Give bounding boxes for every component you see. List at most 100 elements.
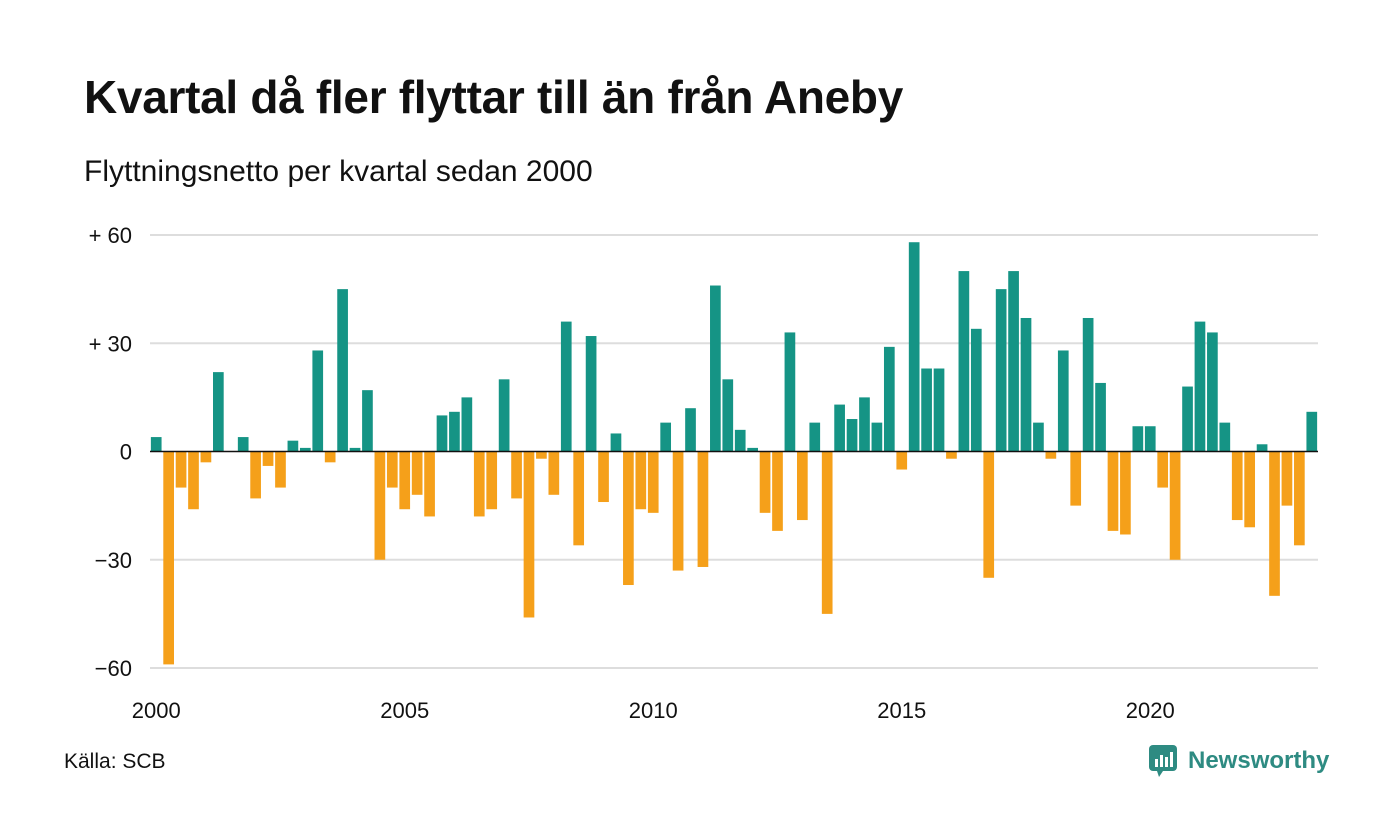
grid-lines: [150, 234, 1318, 669]
bar: [697, 451, 709, 567]
bar: [635, 451, 647, 510]
bar: [200, 451, 212, 463]
bar: [1095, 382, 1106, 452]
bar: [772, 451, 783, 531]
bar: [1194, 321, 1206, 452]
bar: [1144, 426, 1156, 452]
bar: [250, 451, 261, 499]
bar: [411, 451, 423, 495]
bar: [523, 451, 535, 618]
bar: [747, 447, 758, 452]
bar: [511, 451, 522, 499]
bar: [585, 336, 597, 452]
bar: [287, 440, 299, 452]
bar: [1107, 451, 1119, 531]
bar: [312, 350, 324, 452]
bar: [486, 451, 498, 510]
bar: [560, 321, 572, 452]
bar: [797, 451, 808, 521]
bar: [896, 451, 908, 470]
bar: [262, 451, 274, 466]
bar: [473, 451, 485, 517]
newsworthy-logo-icon: [1149, 745, 1177, 777]
bar: [871, 422, 883, 452]
bar: [374, 451, 386, 560]
bar: [958, 271, 970, 452]
bar: [175, 451, 187, 488]
x-tick-label: 2020: [1126, 698, 1175, 723]
bar: [386, 451, 398, 488]
bar: [859, 397, 870, 452]
x-tick-label: 2015: [877, 698, 926, 723]
x-tick-label: 2005: [380, 698, 429, 723]
bar: [399, 451, 411, 510]
bar: [461, 397, 473, 452]
bar: [548, 451, 560, 495]
bar: [809, 422, 821, 452]
bar: [647, 451, 659, 513]
bar: [349, 447, 361, 452]
bar: [821, 451, 833, 614]
bar: [536, 451, 547, 459]
bar: [1219, 422, 1231, 452]
bar: [150, 437, 162, 452]
bar: [424, 451, 435, 517]
bar: [1082, 317, 1094, 452]
brand: Newsworthy: [1148, 744, 1329, 778]
bar: [685, 408, 696, 452]
bar: [1169, 451, 1181, 560]
bar: [1132, 426, 1144, 452]
y-tick-label: −30: [95, 548, 132, 573]
bar: [436, 415, 448, 452]
bar: [908, 242, 920, 452]
bar: [921, 368, 932, 452]
bar: [734, 429, 746, 452]
bar: [362, 390, 373, 452]
bar: [933, 368, 945, 452]
bar: [1157, 451, 1169, 488]
bar: [970, 328, 982, 452]
y-tick-label: 0: [120, 440, 132, 465]
bar: [1281, 451, 1293, 506]
bar: [1008, 271, 1019, 452]
bar: [623, 451, 634, 586]
bar: [498, 379, 510, 452]
bar: [1207, 332, 1218, 452]
bar: [598, 451, 609, 503]
x-tick-label: 2010: [629, 698, 678, 723]
y-tick-label: + 30: [89, 331, 132, 356]
bar: [449, 411, 460, 452]
bar: [946, 451, 957, 459]
x-tick-label: 2000: [132, 698, 181, 723]
bar: [1231, 451, 1243, 521]
bar: [1057, 350, 1069, 452]
bars: [150, 242, 1318, 665]
bar: [573, 451, 585, 546]
bar: [834, 404, 845, 452]
brand-name: Newsworthy: [1188, 747, 1330, 774]
bar: [1294, 451, 1305, 546]
bar: [237, 437, 249, 452]
bar: [1306, 411, 1318, 452]
source-note: Källa: SCB: [64, 750, 166, 773]
bar: [1033, 422, 1044, 452]
y-tick-label: −60: [95, 656, 132, 681]
bar: [188, 451, 199, 510]
bar: [722, 379, 734, 452]
chart-subtitle: Flyttningsnetto per kvartal sedan 2000: [84, 155, 593, 188]
bar: [1020, 317, 1032, 452]
bar: [1182, 386, 1193, 452]
bar: [983, 451, 995, 578]
bar: [163, 451, 174, 665]
bar: [995, 289, 1007, 452]
bar: [660, 422, 672, 452]
bar: [759, 451, 771, 513]
bar: [324, 451, 336, 463]
bar: [213, 372, 224, 452]
bar: [610, 433, 622, 452]
bar: [672, 451, 684, 571]
bar: [299, 447, 311, 452]
bar: [275, 451, 286, 488]
